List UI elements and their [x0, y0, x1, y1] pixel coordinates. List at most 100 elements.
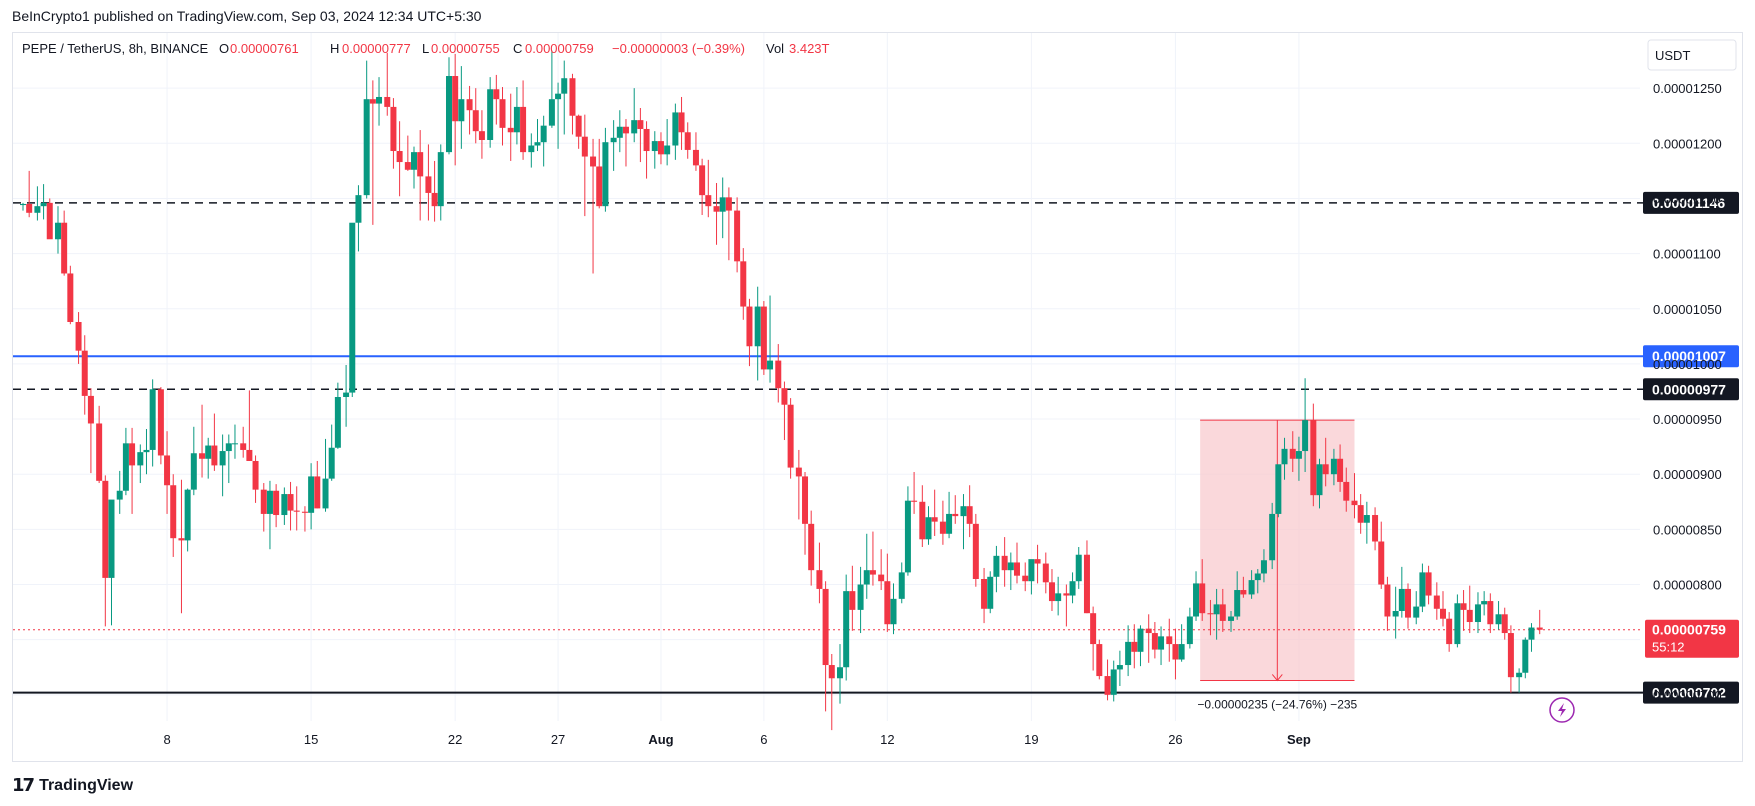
candle-body [581, 136, 588, 157]
candle-body [643, 128, 650, 152]
candle-body [1234, 590, 1241, 617]
candle-body [1516, 672, 1523, 678]
candle-body [34, 206, 41, 213]
candle-body [1474, 604, 1481, 623]
candle-body [555, 93, 562, 100]
candle-body [487, 89, 494, 140]
x-tick-label: 19 [1024, 732, 1038, 747]
candle-body [343, 392, 350, 397]
candle-body [602, 142, 609, 207]
chart-title: PEPE / TetherUS, 8h, BINANCE [22, 41, 208, 56]
lightning-icon[interactable] [1549, 697, 1575, 723]
candle-body [493, 89, 500, 100]
candle-body [308, 476, 315, 513]
candle-body [939, 521, 946, 534]
candle-body [719, 197, 726, 212]
last-price-tag: 0.00000759 55:12 [1645, 619, 1739, 658]
candle-body [684, 132, 691, 150]
ohlc-l-label: L [422, 41, 429, 56]
candle-body [61, 222, 68, 274]
candle-body [157, 389, 164, 456]
candle-body [1069, 581, 1076, 596]
candle-body [540, 125, 547, 143]
candle-body [1357, 505, 1364, 523]
candle-body [1104, 676, 1111, 695]
candle-body [1413, 606, 1420, 618]
candle-body [437, 152, 444, 207]
y-tick-label: 0.00001150 [1653, 191, 1721, 206]
x-tick-label: 27 [551, 732, 565, 747]
candle-body [143, 449, 150, 453]
candle-body [972, 523, 979, 579]
x-tick-label: Sep [1287, 732, 1311, 747]
candle-body [287, 494, 294, 511]
candle-body [904, 500, 911, 573]
level-price-label: 0.00000702 [1652, 685, 1726, 701]
candle-body [1398, 588, 1405, 611]
candle-body [219, 451, 226, 466]
candle-body [417, 152, 424, 177]
candle-body [534, 142, 541, 146]
candle-body [1460, 603, 1467, 610]
candle-body [1522, 639, 1529, 673]
candle-body [1260, 560, 1267, 574]
candle-body [1378, 541, 1385, 585]
candle-body [878, 574, 885, 582]
candle-body [149, 389, 156, 450]
candle-body [1316, 464, 1323, 496]
ohlc-c-label: C [513, 41, 522, 56]
candle-body [725, 197, 732, 211]
candle-body [884, 581, 891, 625]
candle-body [355, 195, 362, 223]
candle-body [1330, 458, 1337, 475]
candle-body [1302, 420, 1309, 452]
candle-body [1001, 555, 1008, 571]
candle-body [993, 555, 1000, 577]
candle-body [1240, 590, 1247, 595]
tradingview-logo[interactable]: 𝟭𝟳 TradingView [12, 775, 133, 796]
candle-body [1137, 628, 1144, 652]
candle-body [404, 162, 411, 170]
level-price-label: 0.00000977 [1652, 381, 1726, 397]
candle-body [1055, 593, 1062, 602]
candle-body [96, 423, 103, 481]
candle-body [1433, 595, 1440, 609]
candle-body [1481, 601, 1488, 605]
measure-label: −0.00000235 (−24.76%) −235 [1197, 697, 1357, 711]
candle-body [857, 584, 864, 610]
candle-body [828, 665, 835, 679]
candle-body [472, 110, 479, 132]
candle-body [75, 321, 82, 351]
level-price-label: 0.00001007 [1652, 348, 1726, 364]
level-price-tag [1643, 191, 1739, 214]
candle-body [548, 99, 555, 126]
candle-body [822, 588, 829, 666]
candle-body [596, 166, 603, 207]
candle-body [246, 449, 253, 461]
candle-body [657, 141, 664, 155]
candle-body [699, 165, 706, 196]
ohlc-change: −0.00000003 (−0.39%) [612, 41, 745, 56]
candle-body [1487, 601, 1494, 625]
candle-body [478, 131, 485, 140]
candle-body [1172, 644, 1179, 660]
candle-body [252, 460, 259, 490]
candle-body [1446, 618, 1453, 645]
currency-button[interactable] [1647, 39, 1737, 71]
candle-body [293, 510, 300, 512]
candle-body [1213, 604, 1220, 615]
y-tick-label: 0.00000950 [1653, 412, 1722, 427]
x-tick-label: 26 [1168, 732, 1182, 747]
candle-body [987, 576, 994, 609]
level-price-tag [1643, 345, 1739, 368]
candle-body [802, 476, 809, 524]
candle-body [513, 106, 520, 133]
measure-arrow-head [1271, 674, 1283, 682]
candle-body [760, 306, 767, 370]
candle-body [108, 499, 115, 578]
candle-body [925, 517, 932, 540]
chart-frame[interactable] [12, 32, 1743, 762]
candle-body [1158, 636, 1165, 650]
candle-body [1281, 448, 1288, 465]
